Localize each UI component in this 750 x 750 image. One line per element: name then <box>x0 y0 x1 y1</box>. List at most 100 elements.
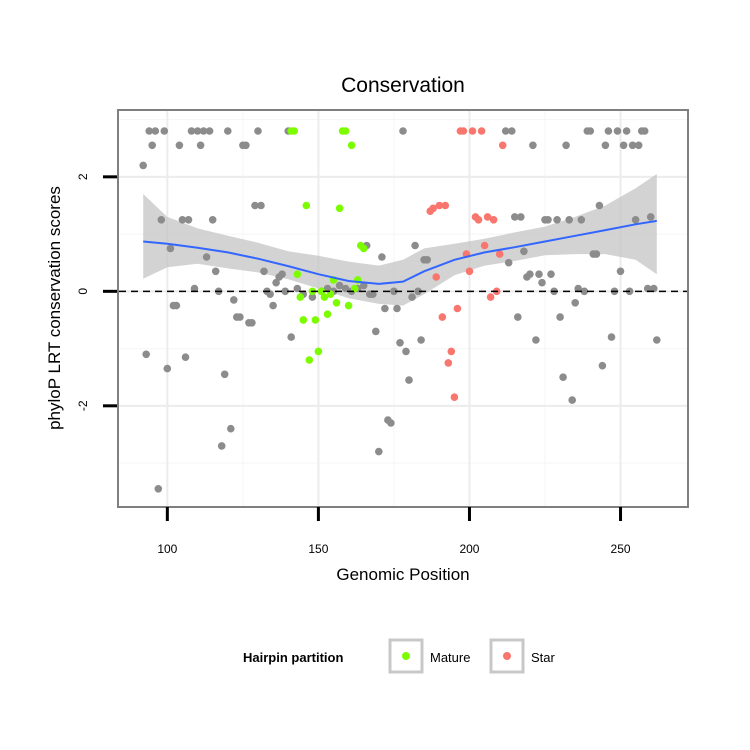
confidence-band <box>143 174 657 306</box>
data-point-other <box>393 304 401 313</box>
data-point-other <box>178 216 187 224</box>
data-point-star <box>450 393 459 402</box>
data-point-other <box>504 258 513 267</box>
data-point-other <box>378 253 386 261</box>
data-point-other <box>145 127 153 135</box>
data-point-other <box>574 284 582 293</box>
legend-label-mature: Mature <box>430 650 470 665</box>
legend-key-mature-box <box>388 638 424 674</box>
data-point-mature <box>326 290 335 299</box>
data-point-star <box>489 216 498 224</box>
data-point-other <box>514 313 522 321</box>
data-point-other <box>369 290 377 299</box>
data-point-other <box>181 353 190 362</box>
y-tick-label: -2 <box>76 400 90 411</box>
y-tick-label: 2 <box>76 173 90 180</box>
data-point-other <box>175 141 184 150</box>
data-point-other <box>423 255 432 264</box>
data-point-other <box>205 127 214 135</box>
data-point-star <box>477 127 486 135</box>
data-point-star <box>480 241 489 250</box>
data-point-mature <box>305 356 314 364</box>
data-point-other <box>411 241 419 250</box>
data-point-star <box>495 250 504 258</box>
data-point-other <box>381 304 389 313</box>
smooth-line-layer <box>143 219 657 285</box>
data-point-other <box>520 247 528 256</box>
data-point-star <box>483 213 492 221</box>
data-point-mature <box>350 284 359 293</box>
legend-title: Hairpin partition <box>243 650 343 665</box>
legend-label-star: Star <box>531 650 556 665</box>
data-point-other <box>230 296 238 304</box>
data-point-other <box>254 127 262 135</box>
data-point-star <box>432 273 441 281</box>
y-tick-label: 0 <box>76 288 90 295</box>
data-point-other <box>236 313 244 321</box>
data-point-other <box>184 216 193 224</box>
data-point-other <box>242 141 250 150</box>
data-point-other <box>417 336 425 344</box>
data-point-other <box>287 333 296 341</box>
data-point-other <box>187 127 196 135</box>
data-point-other <box>613 127 622 135</box>
data-point-mature <box>359 244 368 253</box>
data-point-other <box>628 141 637 150</box>
legend-key-star-box <box>489 638 525 674</box>
data-point-other <box>604 127 613 135</box>
data-point-mature <box>347 141 356 150</box>
data-point-star <box>441 201 450 210</box>
data-point-other <box>653 336 661 344</box>
data-point-other <box>414 287 422 296</box>
data-point-other <box>547 270 555 279</box>
data-point-other <box>375 447 383 456</box>
data-point-other <box>199 127 208 135</box>
data-point-other <box>517 213 525 221</box>
data-point-other <box>202 253 211 261</box>
data-point-other <box>405 376 413 384</box>
data-point-other <box>190 284 199 293</box>
data-point-other <box>293 284 302 293</box>
data-point-other <box>163 364 172 373</box>
data-point-mature <box>332 299 341 307</box>
data-point-other <box>323 284 332 293</box>
data-point-other <box>278 270 286 279</box>
data-point-other <box>634 141 643 150</box>
data-point-mature <box>293 270 302 279</box>
data-point-other <box>646 213 655 221</box>
data-point-mature <box>296 293 305 301</box>
data-point-other <box>631 216 640 224</box>
data-point-other <box>257 201 265 210</box>
x-tick-label: 100 <box>157 542 177 556</box>
data-point-other <box>532 336 540 344</box>
data-point-other <box>607 333 616 341</box>
data-point-star <box>474 216 483 224</box>
data-point-other <box>544 216 552 224</box>
data-point-other <box>568 396 576 404</box>
data-point-other <box>248 319 256 327</box>
data-point-other <box>220 370 229 379</box>
data-point-star <box>444 359 453 367</box>
chart-title: Conservation <box>341 74 465 97</box>
data-point-star <box>438 313 447 321</box>
data-point-other <box>619 141 628 150</box>
data-point-other <box>559 373 567 382</box>
data-point-other <box>151 127 160 135</box>
data-point-star <box>465 267 474 276</box>
legend: Hairpin partition Mature Star <box>243 638 556 674</box>
axes: 100 150 200 250 -2 0 2 <box>76 173 631 556</box>
data-point-other <box>157 216 166 224</box>
data-point-mature <box>323 310 332 319</box>
confidence-band-layer <box>143 174 657 306</box>
data-point-mature <box>320 293 329 301</box>
data-point-mature <box>344 301 353 310</box>
data-point-mature <box>314 347 323 356</box>
x-tick-label: 150 <box>308 542 328 556</box>
data-point-other <box>372 327 380 336</box>
data-point-star <box>447 347 456 356</box>
data-point-other <box>390 287 398 296</box>
data-point-other <box>577 216 586 224</box>
data-point-other <box>308 293 317 301</box>
x-axis-title: Genomic Position <box>336 565 469 584</box>
